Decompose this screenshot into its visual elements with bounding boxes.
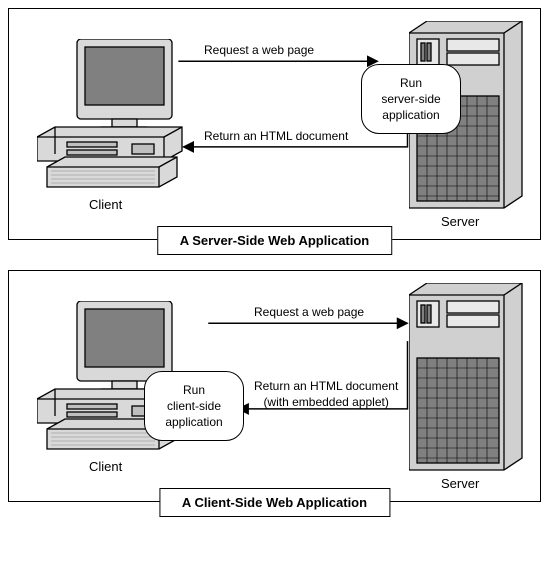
return-label-top: Return an HTML document [204, 129, 348, 145]
client-side-panel: Run client-side application Request a we… [8, 270, 541, 502]
panel-body-bottom: Run client-side application Request a we… [9, 271, 540, 501]
client-computer-icon [37, 39, 187, 189]
request-label-top: Request a web page [204, 43, 314, 59]
bubble-text-bottom: Run client-side application [165, 382, 222, 431]
panel-body-top: Run server-side application Request a we… [9, 9, 540, 239]
process-bubble-bottom: Run client-side application [144, 371, 244, 441]
server-icon-2 [409, 283, 524, 473]
process-bubble-top: Run server-side application [361, 64, 461, 134]
return-label-bottom: Return an HTML document (with embedded a… [254, 379, 398, 410]
bubble-text-top: Run server-side application [381, 75, 440, 124]
server-side-panel: Run server-side application Request a we… [8, 8, 541, 240]
request-label-bottom: Request a web page [254, 305, 364, 321]
